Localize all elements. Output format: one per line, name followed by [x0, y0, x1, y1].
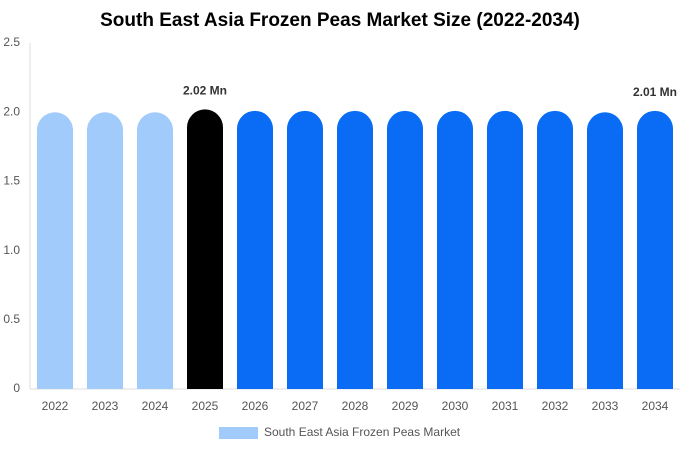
- y-tick-label: 2.5: [3, 35, 20, 49]
- bar: [587, 112, 623, 389]
- x-tick-label: 2032: [542, 399, 569, 413]
- bar: [637, 110, 673, 390]
- x-tick-label: 2033: [592, 399, 619, 413]
- x-tick-label: 2023: [92, 399, 119, 413]
- bar: [337, 110, 373, 390]
- bar: [287, 110, 323, 390]
- x-tick-label: 2025: [192, 399, 219, 413]
- bar: [537, 110, 573, 390]
- chart-title: South East Asia Frozen Peas Market Size …: [100, 10, 580, 31]
- bar: [87, 112, 123, 389]
- x-tick-label: 2027: [292, 399, 319, 413]
- x-tick-label: 2031: [492, 399, 519, 413]
- value-label: 2.02 Mn: [183, 84, 227, 98]
- legend-label: South East Asia Frozen Peas Market: [264, 425, 461, 439]
- y-tick-label: 2.0: [3, 104, 20, 118]
- y-tick-label: 1.5: [3, 174, 20, 188]
- y-tick-label: 0: [13, 381, 20, 395]
- x-tick-label: 2022: [42, 399, 69, 413]
- x-tick-label: 2029: [392, 399, 419, 413]
- value-label: 2.01 Mn: [633, 85, 677, 99]
- bar: [187, 109, 223, 389]
- x-tick-label: 2026: [242, 399, 269, 413]
- bar: [387, 110, 423, 390]
- y-tick-label: 1.0: [3, 243, 20, 257]
- y-tick-label: 0.5: [3, 312, 20, 326]
- bar: [437, 110, 473, 390]
- x-tick-label: 2030: [442, 399, 469, 413]
- bar: [137, 112, 173, 389]
- bar: [487, 110, 523, 390]
- x-tick-label: 2034: [642, 399, 669, 413]
- bar: [37, 112, 73, 389]
- x-tick-label: 2028: [342, 399, 369, 413]
- bar: [237, 110, 273, 390]
- x-tick-label: 2024: [142, 399, 169, 413]
- legend-swatch: [219, 427, 258, 439]
